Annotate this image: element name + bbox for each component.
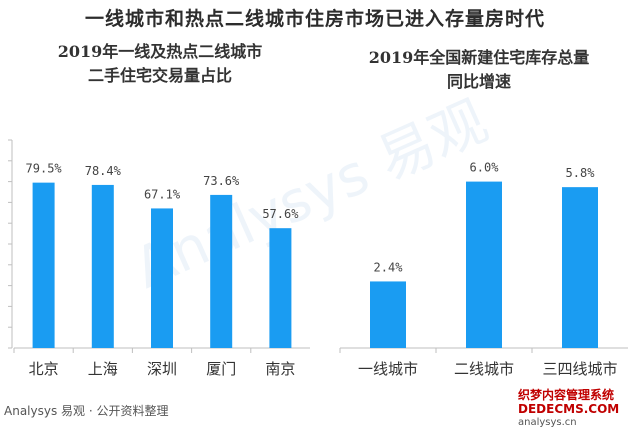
chart-1-category-label: 厦门 [206, 360, 236, 378]
main-title: 一线城市和热点二线城市住房市场已进入存量房时代 [84, 8, 545, 30]
chart-1-bar [269, 228, 292, 348]
chart-2-data-label: 5.8% [566, 166, 596, 180]
chart-2-category-label: 一线城市 [358, 360, 418, 378]
chart-1-title-line-2: 二手住宅交易量占比 [87, 66, 232, 85]
chart-1-category-label: 深圳 [147, 360, 177, 378]
chart-1-bar [91, 184, 114, 348]
footer-brand-sub: analysys.cn [518, 417, 577, 428]
chart-1-data-label: 67.1% [144, 187, 181, 201]
chart-1-bar [210, 194, 233, 348]
chart-2-data-label: 6.0% [470, 161, 500, 175]
chart-1-data-label: 57.6% [262, 207, 299, 221]
chart-1-data-label: 79.5% [26, 162, 63, 176]
chart-2-bar [562, 187, 598, 348]
chart-2-category-label: 二线城市 [454, 360, 514, 378]
chart-1-bar [32, 182, 55, 348]
chart-1-data-label: 73.6% [203, 174, 240, 188]
chart-2-category-label: 三四线城市 [542, 360, 617, 378]
chart-1-title: 2019年一线及热点二线城市 二手住宅交易量占比 [0, 40, 320, 88]
footer-brand: 织梦内容管理系统 DEDECMS.COM analysys.cn [518, 388, 619, 430]
chart-2-data-label: 2.4% [374, 260, 404, 274]
footer-brand-url: DEDECMS.COM [518, 402, 620, 416]
source-note: Analysys 易观 · 公开资料整理 [4, 404, 169, 418]
chart-2-title: 2019年全国新建住宅库存总量 同比增速 [328, 46, 630, 94]
chart-1-category-label: 北京 [29, 360, 59, 378]
chart-2-title-line-1: 2019年全国新建住宅库存总量 [368, 48, 590, 67]
chart-1-category-label: 南京 [265, 360, 295, 378]
footer-brand-name: 织梦内容管理系统 [518, 388, 615, 402]
chart-1-bar [151, 208, 173, 348]
chart-1-data-label: 78.4% [85, 164, 122, 178]
chart-2-bar [370, 281, 406, 348]
chart-2-title-line-2: 同比增速 [446, 72, 511, 91]
chart-1-category-label: 上海 [88, 360, 118, 378]
chart-1-title-line-1: 2019年一线及热点二线城市 [57, 42, 263, 61]
chart-2-bar [466, 181, 502, 348]
